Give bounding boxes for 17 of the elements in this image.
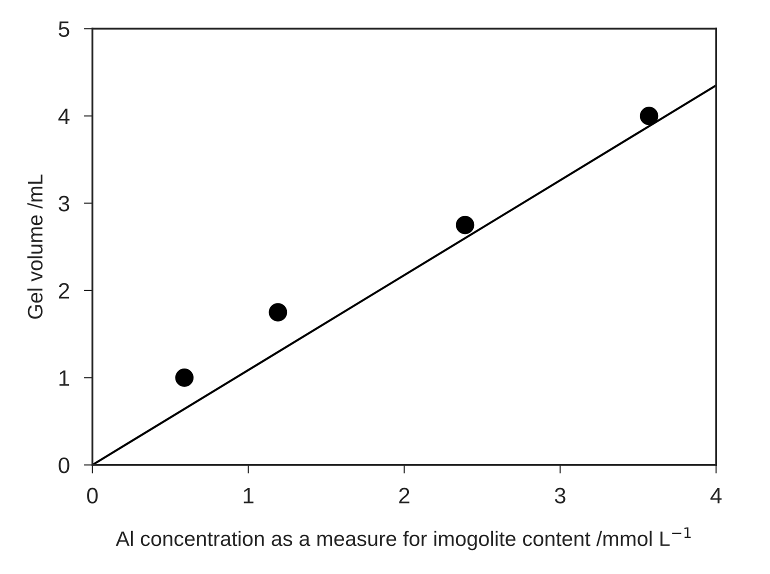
x-tick-label: 2	[399, 488, 410, 504]
point	[268, 303, 288, 322]
x-tick-label: 1	[244, 488, 254, 504]
y-tick-label: 0	[58, 457, 70, 474]
y-tick-label: 5	[58, 21, 70, 37]
y-tick-label: 3	[58, 196, 70, 212]
y-tick-label: 2	[58, 282, 70, 298]
point	[640, 106, 658, 126]
x-tick-label: 3	[554, 488, 566, 504]
y-tick-label: 1	[60, 370, 70, 386]
y-tick-label: 4	[58, 108, 70, 124]
x-axis-title: Al concentration as a measure for imogolite content /mmol L$^{−1}$	[116, 527, 691, 550]
point	[456, 216, 474, 234]
x-tick-label: 0	[87, 488, 98, 504]
x-tick-label: 4	[710, 488, 722, 504]
point	[175, 368, 194, 387]
y-axis-title: Gel volume /mL	[27, 174, 43, 319]
